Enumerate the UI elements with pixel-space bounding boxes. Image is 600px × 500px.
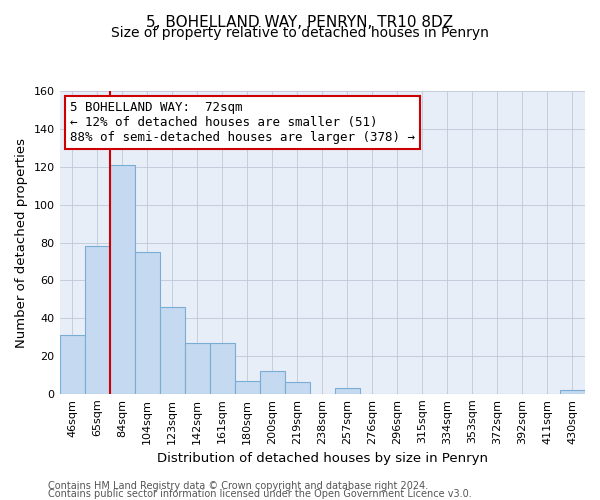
Text: Contains HM Land Registry data © Crown copyright and database right 2024.: Contains HM Land Registry data © Crown c… bbox=[48, 481, 428, 491]
Bar bbox=[160, 307, 185, 394]
Y-axis label: Number of detached properties: Number of detached properties bbox=[15, 138, 28, 348]
X-axis label: Distribution of detached houses by size in Penryn: Distribution of detached houses by size … bbox=[157, 452, 488, 465]
Bar bbox=[235, 380, 260, 394]
Bar bbox=[560, 390, 585, 394]
Text: 5, BOHELLAND WAY, PENRYN, TR10 8DZ: 5, BOHELLAND WAY, PENRYN, TR10 8DZ bbox=[146, 15, 454, 30]
Bar bbox=[185, 343, 209, 394]
Bar bbox=[209, 343, 235, 394]
Bar bbox=[335, 388, 360, 394]
Bar bbox=[134, 252, 160, 394]
Bar bbox=[260, 371, 285, 394]
Text: Size of property relative to detached houses in Penryn: Size of property relative to detached ho… bbox=[111, 26, 489, 40]
Text: 5 BOHELLAND WAY:  72sqm
← 12% of detached houses are smaller (51)
88% of semi-de: 5 BOHELLAND WAY: 72sqm ← 12% of detached… bbox=[70, 100, 415, 144]
Bar bbox=[285, 382, 310, 394]
Bar bbox=[59, 335, 85, 394]
Text: Contains public sector information licensed under the Open Government Licence v3: Contains public sector information licen… bbox=[48, 489, 472, 499]
Bar bbox=[110, 165, 134, 394]
Bar bbox=[85, 246, 110, 394]
